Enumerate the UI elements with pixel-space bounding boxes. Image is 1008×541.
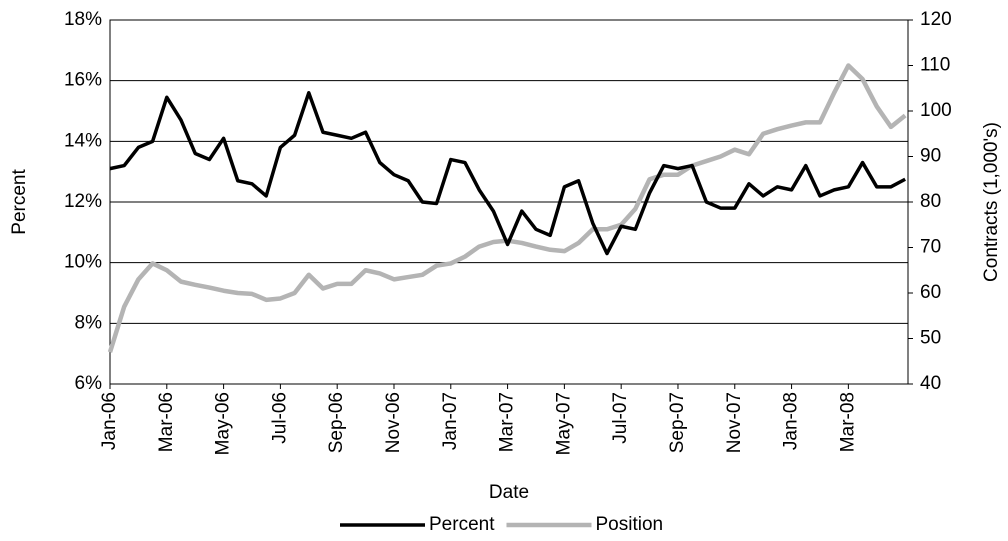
x-tick-label: Jul-06 [269,392,290,444]
y2-tick-label: 70 [920,237,941,258]
x-tick-label: Nov-06 [383,392,404,453]
y-tick-label: 14% [64,130,102,151]
y-tick-label: 18% [64,9,102,30]
y2-tick-label: 90 [920,146,941,167]
series-line [107,63,907,353]
x-tick-label: Nov-07 [724,392,745,453]
y-tick-label: 6% [75,373,103,394]
x-axis-title: Date [489,482,529,503]
x-tick-label: May-07 [553,392,574,455]
x-tick-label: Mar-08 [837,392,858,452]
plot-frame [109,19,909,385]
legend-label: Percent [429,514,495,535]
x-tick-label: Jan-06 [99,392,120,450]
y2-axis-title: Contracts (1,000's) [981,122,1002,282]
y2-tick-label: 60 [920,282,941,303]
x-tick-label: Sep-07 [667,392,688,453]
y-tick-label: 16% [64,70,102,91]
y-axis-title: Percent [9,169,30,235]
y-tick-label: 10% [64,252,102,273]
y2-tick-label: 50 [920,328,941,349]
y2-tick-label: 100 [920,100,952,121]
x-tick-label: Mar-06 [156,392,177,452]
y2-tick-label: 40 [920,373,941,394]
x-tick-label: May-06 [213,392,234,455]
y2-tick-label: 110 [920,55,950,76]
legend-label: Position [595,514,663,535]
y-tick-label: 8% [75,312,103,333]
series-line [109,91,906,256]
x-tick-label: Sep-06 [326,392,347,453]
x-tick-label: Jul-07 [610,392,631,444]
y2-tick-label: 120 [920,9,952,30]
x-tick-label: Jan-07 [440,392,461,450]
y-tick-label: 12% [64,191,102,212]
x-tick-label: Mar-07 [497,392,518,452]
x-tick-label: Jan-08 [781,392,802,450]
y2-tick-label: 80 [920,191,941,212]
